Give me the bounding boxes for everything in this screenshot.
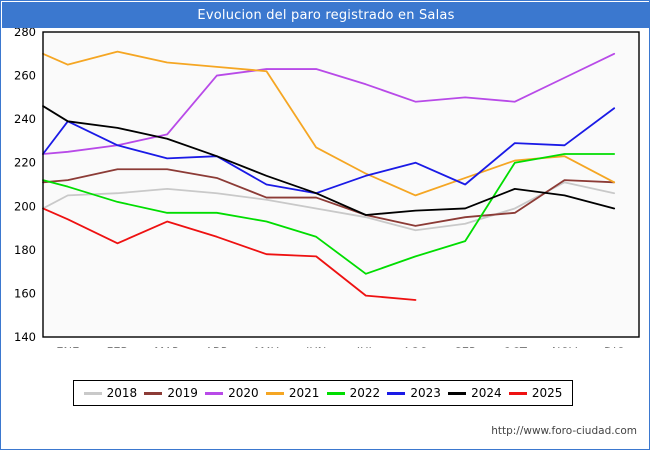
x-tick-JUL: JUL xyxy=(356,345,376,348)
legend-label-2019: 2019 xyxy=(167,386,198,400)
legend-swatch-2021-icon xyxy=(265,391,284,395)
x-tick-ABR: ABR xyxy=(205,345,229,348)
legend-label-2018: 2018 xyxy=(106,386,138,400)
legend-label-2020: 2020 xyxy=(228,386,259,400)
x-tick-SEP: SEP xyxy=(454,345,476,348)
page-title: Evolucion del paro registrado en Salas xyxy=(197,7,455,23)
chart-legend: 2018 2019 2020 2021 2022 2023 2024 2025 xyxy=(73,380,573,406)
series-line-2021 xyxy=(42,50,616,197)
x-axis-tick-labels: ENE FEB MAR ABR MAY JUN JUL AGO SEP OCT NOV DIC xyxy=(56,345,624,348)
legend-swatch-2023-icon xyxy=(387,391,406,395)
legend-label-2024: 2024 xyxy=(471,386,502,400)
legend-item-2025[interactable]: 2025 xyxy=(508,386,563,400)
legend-swatch-2022-icon xyxy=(326,391,345,395)
legend-swatch-2019-icon xyxy=(144,391,163,395)
y-tick-220: 220 xyxy=(14,156,36,170)
legend-item-2024[interactable]: 2024 xyxy=(448,386,502,400)
legend-swatch-2018-icon xyxy=(83,391,102,395)
legend-item-2019[interactable]: 2019 xyxy=(144,386,198,400)
y-tick-180: 180 xyxy=(14,243,36,257)
y-tick-160: 160 xyxy=(14,286,36,300)
legend-label-2021: 2021 xyxy=(288,386,320,400)
data-series-group xyxy=(42,50,616,301)
x-tick-JUN: JUN xyxy=(305,345,326,348)
line-chart: 140 160 180 200 220 240 260 280 ENE FEB MAR ABR MAY… xyxy=(14,28,640,348)
y-tick-140: 140 xyxy=(14,330,36,344)
x-tick-OCT: OCT xyxy=(503,345,528,348)
legend-swatch-2025-icon xyxy=(508,391,527,395)
y-tick-200: 200 xyxy=(14,199,36,213)
legend-label-2023: 2023 xyxy=(410,386,441,400)
legend-label-2025: 2025 xyxy=(531,386,563,400)
x-tick-AGO: AGO xyxy=(403,345,429,348)
legend-swatch-2020-icon xyxy=(205,391,224,395)
x-tick-NOV: NOV xyxy=(552,345,577,348)
plot-border xyxy=(42,31,640,338)
series-line-2022 xyxy=(42,153,616,275)
x-tick-MAY: MAY xyxy=(255,345,280,348)
y-tick-280: 280 xyxy=(14,28,36,39)
legend-item-2023[interactable]: 2023 xyxy=(387,386,441,400)
plot-area: 140 160 180 200 220 240 260 280 ENE FEB MAR ABR MAY… xyxy=(1,28,650,348)
legend-swatch-2024-icon xyxy=(448,391,467,395)
series-line-2019 xyxy=(42,168,616,227)
legend-item-2021[interactable]: 2021 xyxy=(265,386,320,400)
legend-item-2022[interactable]: 2022 xyxy=(326,386,381,400)
series-line-2025 xyxy=(42,207,417,301)
legend-item-2018[interactable]: 2018 xyxy=(83,386,138,400)
source-url: http://www.foro-ciudad.com xyxy=(491,425,637,437)
series-line-2024 xyxy=(42,105,616,216)
x-tick-FEB: FEB xyxy=(107,345,129,348)
x-tick-DIC: DIC xyxy=(604,345,624,348)
x-tick-MAR: MAR xyxy=(154,345,180,348)
series-line-2018 xyxy=(42,181,616,232)
y-axis-tick-labels: 140 160 180 200 220 240 260 280 xyxy=(14,28,36,344)
y-tick-260: 260 xyxy=(14,69,36,83)
window-title-bar: Evolucion del paro registrado en Salas xyxy=(2,2,650,28)
y-tick-240: 240 xyxy=(14,112,36,126)
legend-item-2020[interactable]: 2020 xyxy=(205,386,259,400)
x-tick-ENE: ENE xyxy=(56,345,79,348)
legend-label-2022: 2022 xyxy=(349,386,381,400)
